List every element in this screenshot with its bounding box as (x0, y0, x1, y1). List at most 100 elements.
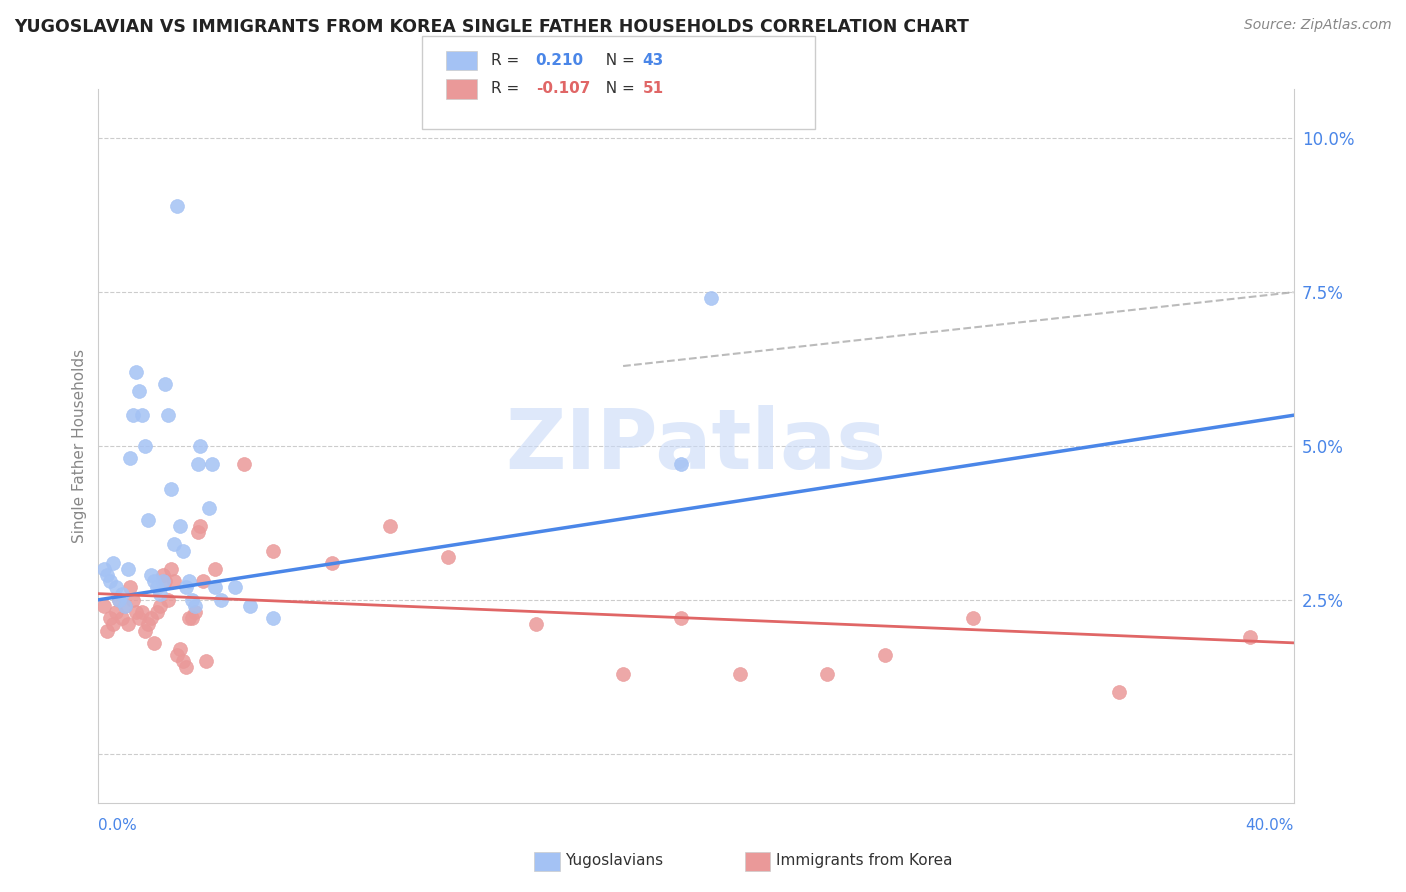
Point (149, 599, 172, 613)
Point (131, 409, 153, 423)
Point (134, 624, 156, 638)
Point (117, 617, 139, 632)
Point (125, 605, 148, 619)
Text: R =: R = (491, 54, 524, 68)
Point (172, 654, 194, 668)
Point (437, 549, 460, 564)
Point (183, 605, 205, 619)
Point (524, 617, 547, 632)
Point (104, 581, 127, 595)
Point (198, 500, 221, 515)
Point (815, 666, 838, 681)
Point (155, 377, 177, 392)
Point (160, 482, 183, 496)
Point (120, 581, 142, 595)
Point (204, 581, 226, 595)
Point (128, 611, 150, 625)
Point (180, 611, 202, 625)
Point (160, 562, 183, 576)
Point (186, 525, 208, 540)
Point (101, 617, 124, 632)
Point (93, 562, 115, 576)
Point (166, 648, 188, 662)
Point (962, 611, 984, 625)
Text: -0.107: -0.107 (536, 81, 591, 96)
Point (209, 592, 232, 607)
Point (180, 592, 202, 607)
Text: Source: ZipAtlas.com: Source: ZipAtlas.com (1244, 18, 1392, 32)
Text: 43: 43 (643, 54, 664, 68)
Point (142, 636, 165, 650)
Point (131, 605, 153, 619)
Point (96, 624, 118, 638)
Point (195, 654, 218, 668)
Point (169, 519, 191, 533)
Point (233, 458, 256, 472)
Point (190, 519, 212, 533)
Point (134, 439, 156, 453)
Text: Yugoslavians: Yugoslavians (565, 854, 664, 868)
Text: YUGOSLAVIAN VS IMMIGRANTS FROM KOREA SINGLE FATHER HOUSEHOLDS CORRELATION CHART: YUGOSLAVIAN VS IMMIGRANTS FROM KOREA SIN… (14, 18, 969, 36)
Point (111, 611, 134, 625)
Point (166, 199, 188, 213)
Point (111, 587, 134, 601)
Point (163, 574, 186, 589)
Point (378, 519, 401, 533)
Point (136, 617, 159, 632)
Point (149, 587, 172, 601)
Point (190, 439, 212, 453)
Point (224, 581, 246, 595)
Point (612, 666, 634, 681)
Point (120, 451, 142, 466)
Point (177, 611, 200, 625)
Point (145, 581, 167, 595)
Point (98, 574, 121, 589)
Text: ZIPatlas: ZIPatlas (506, 406, 886, 486)
Point (152, 574, 174, 589)
Point (98, 611, 121, 625)
Point (1108, 685, 1130, 699)
Text: Immigrants from Korea: Immigrants from Korea (776, 854, 953, 868)
Point (1239, 630, 1261, 644)
Point (193, 574, 215, 589)
Text: 40.0%: 40.0% (1246, 818, 1294, 832)
Text: 0.210: 0.210 (536, 54, 583, 68)
Text: N =: N = (596, 54, 640, 68)
Point (174, 660, 197, 674)
Point (117, 562, 139, 576)
Point (152, 568, 174, 582)
Point (699, 291, 721, 305)
Point (128, 384, 150, 398)
Point (155, 574, 177, 589)
Point (262, 543, 284, 558)
Point (96, 568, 118, 582)
Point (262, 611, 284, 625)
Point (186, 458, 208, 472)
Point (321, 556, 343, 570)
Point (136, 513, 159, 527)
Point (145, 605, 167, 619)
Point (157, 592, 180, 607)
Point (671, 458, 693, 472)
Point (139, 568, 162, 582)
Text: 51: 51 (643, 81, 664, 96)
Text: 0.0%: 0.0% (98, 818, 138, 832)
Point (169, 642, 191, 657)
Point (122, 592, 145, 607)
Point (114, 599, 136, 613)
Point (183, 599, 205, 613)
Point (239, 599, 262, 613)
Point (163, 537, 186, 551)
Text: R =: R = (491, 81, 524, 96)
Point (104, 605, 127, 619)
Point (172, 543, 194, 558)
Point (671, 611, 693, 625)
Point (93, 599, 115, 613)
Point (114, 599, 136, 613)
Point (204, 562, 226, 576)
Point (875, 648, 897, 662)
Point (125, 365, 148, 379)
Y-axis label: Single Father Households: Single Father Households (72, 349, 87, 543)
Point (108, 592, 131, 607)
Point (728, 666, 751, 681)
